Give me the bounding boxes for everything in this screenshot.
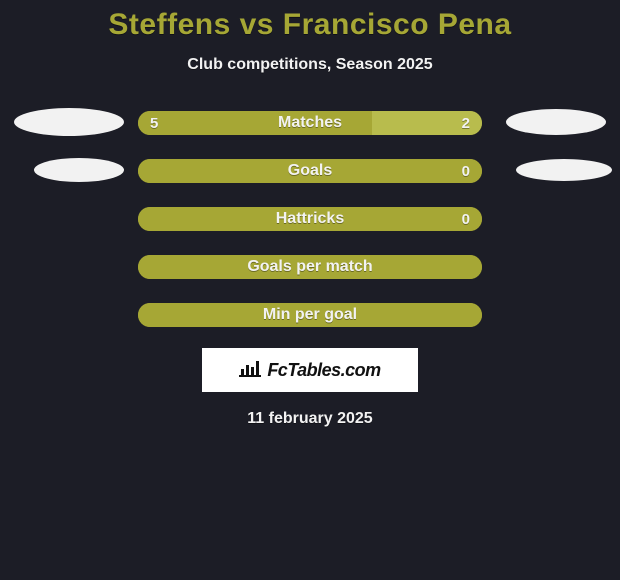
stat-bar: Hattricks0 [138, 207, 482, 231]
stat-value-left: 5 [150, 111, 158, 135]
player-ellipse-left [34, 158, 124, 182]
player-ellipse-right [516, 159, 612, 181]
stat-value-right: 0 [462, 159, 470, 183]
bar-segment-left [138, 303, 482, 327]
stat-row: Goals0 [10, 158, 610, 184]
player-ellipse-right [506, 109, 606, 135]
comparison-card: Steffens vs Francisco Pena Club competit… [0, 0, 620, 580]
stat-bar: Min per goal [138, 303, 482, 327]
stat-row: Matches52 [10, 110, 610, 136]
date-label: 11 february 2025 [0, 410, 620, 428]
bar-segment-left [138, 207, 482, 231]
player-ellipse-left [14, 108, 124, 136]
stat-row: Hattricks0 [10, 206, 610, 232]
stat-rows: Matches52Goals0Hattricks0Goals per match… [0, 110, 620, 328]
stat-bar: Goals per match [138, 255, 482, 279]
stat-bar: Goals0 [138, 159, 482, 183]
logo-text: FcTables.com [267, 360, 380, 381]
logo-box: FcTables.com [202, 348, 418, 392]
stat-row: Goals per match [10, 254, 610, 280]
stat-value-right: 2 [462, 111, 470, 135]
stat-row: Min per goal [10, 302, 610, 328]
page-subtitle: Club competitions, Season 2025 [0, 56, 620, 74]
bar-segment-left [138, 111, 372, 135]
bar-segment-left [138, 255, 482, 279]
bar-segment-left [138, 159, 482, 183]
stat-bar: Matches52 [138, 111, 482, 135]
chart-icon [239, 359, 261, 382]
page-title: Steffens vs Francisco Pena [0, 0, 620, 42]
stat-value-right: 0 [462, 207, 470, 231]
